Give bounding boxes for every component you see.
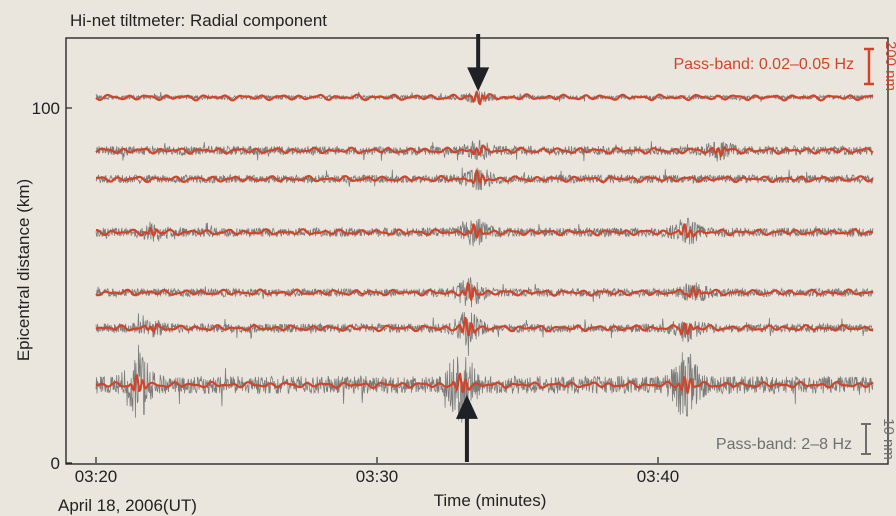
legend-lowfreq: Pass-band: 0.02–0.05 Hz — [673, 56, 854, 73]
legend-highfreq: Pass-band: 2–8 Hz — [716, 436, 852, 453]
x-tick-label: 03:30 — [356, 467, 399, 486]
x-tick-label: 03:20 — [75, 467, 118, 486]
plot-frame — [66, 38, 888, 464]
x-axis-label: Time (minutes) — [434, 491, 547, 510]
y-axis-label: Epicentral distance (km) — [14, 179, 33, 361]
x-tick-label: 03:40 — [637, 467, 680, 486]
scale-label-highfreq: 10 nm — [880, 418, 896, 460]
y-tick-label: 0 — [51, 454, 60, 473]
scale-label-lowfreq: 200 nm — [882, 41, 896, 91]
chart-title: Hi-net tiltmeter: Radial component — [70, 11, 327, 30]
date-label: April 18, 2006(UT) — [58, 496, 197, 515]
y-tick-label: 100 — [32, 99, 60, 118]
